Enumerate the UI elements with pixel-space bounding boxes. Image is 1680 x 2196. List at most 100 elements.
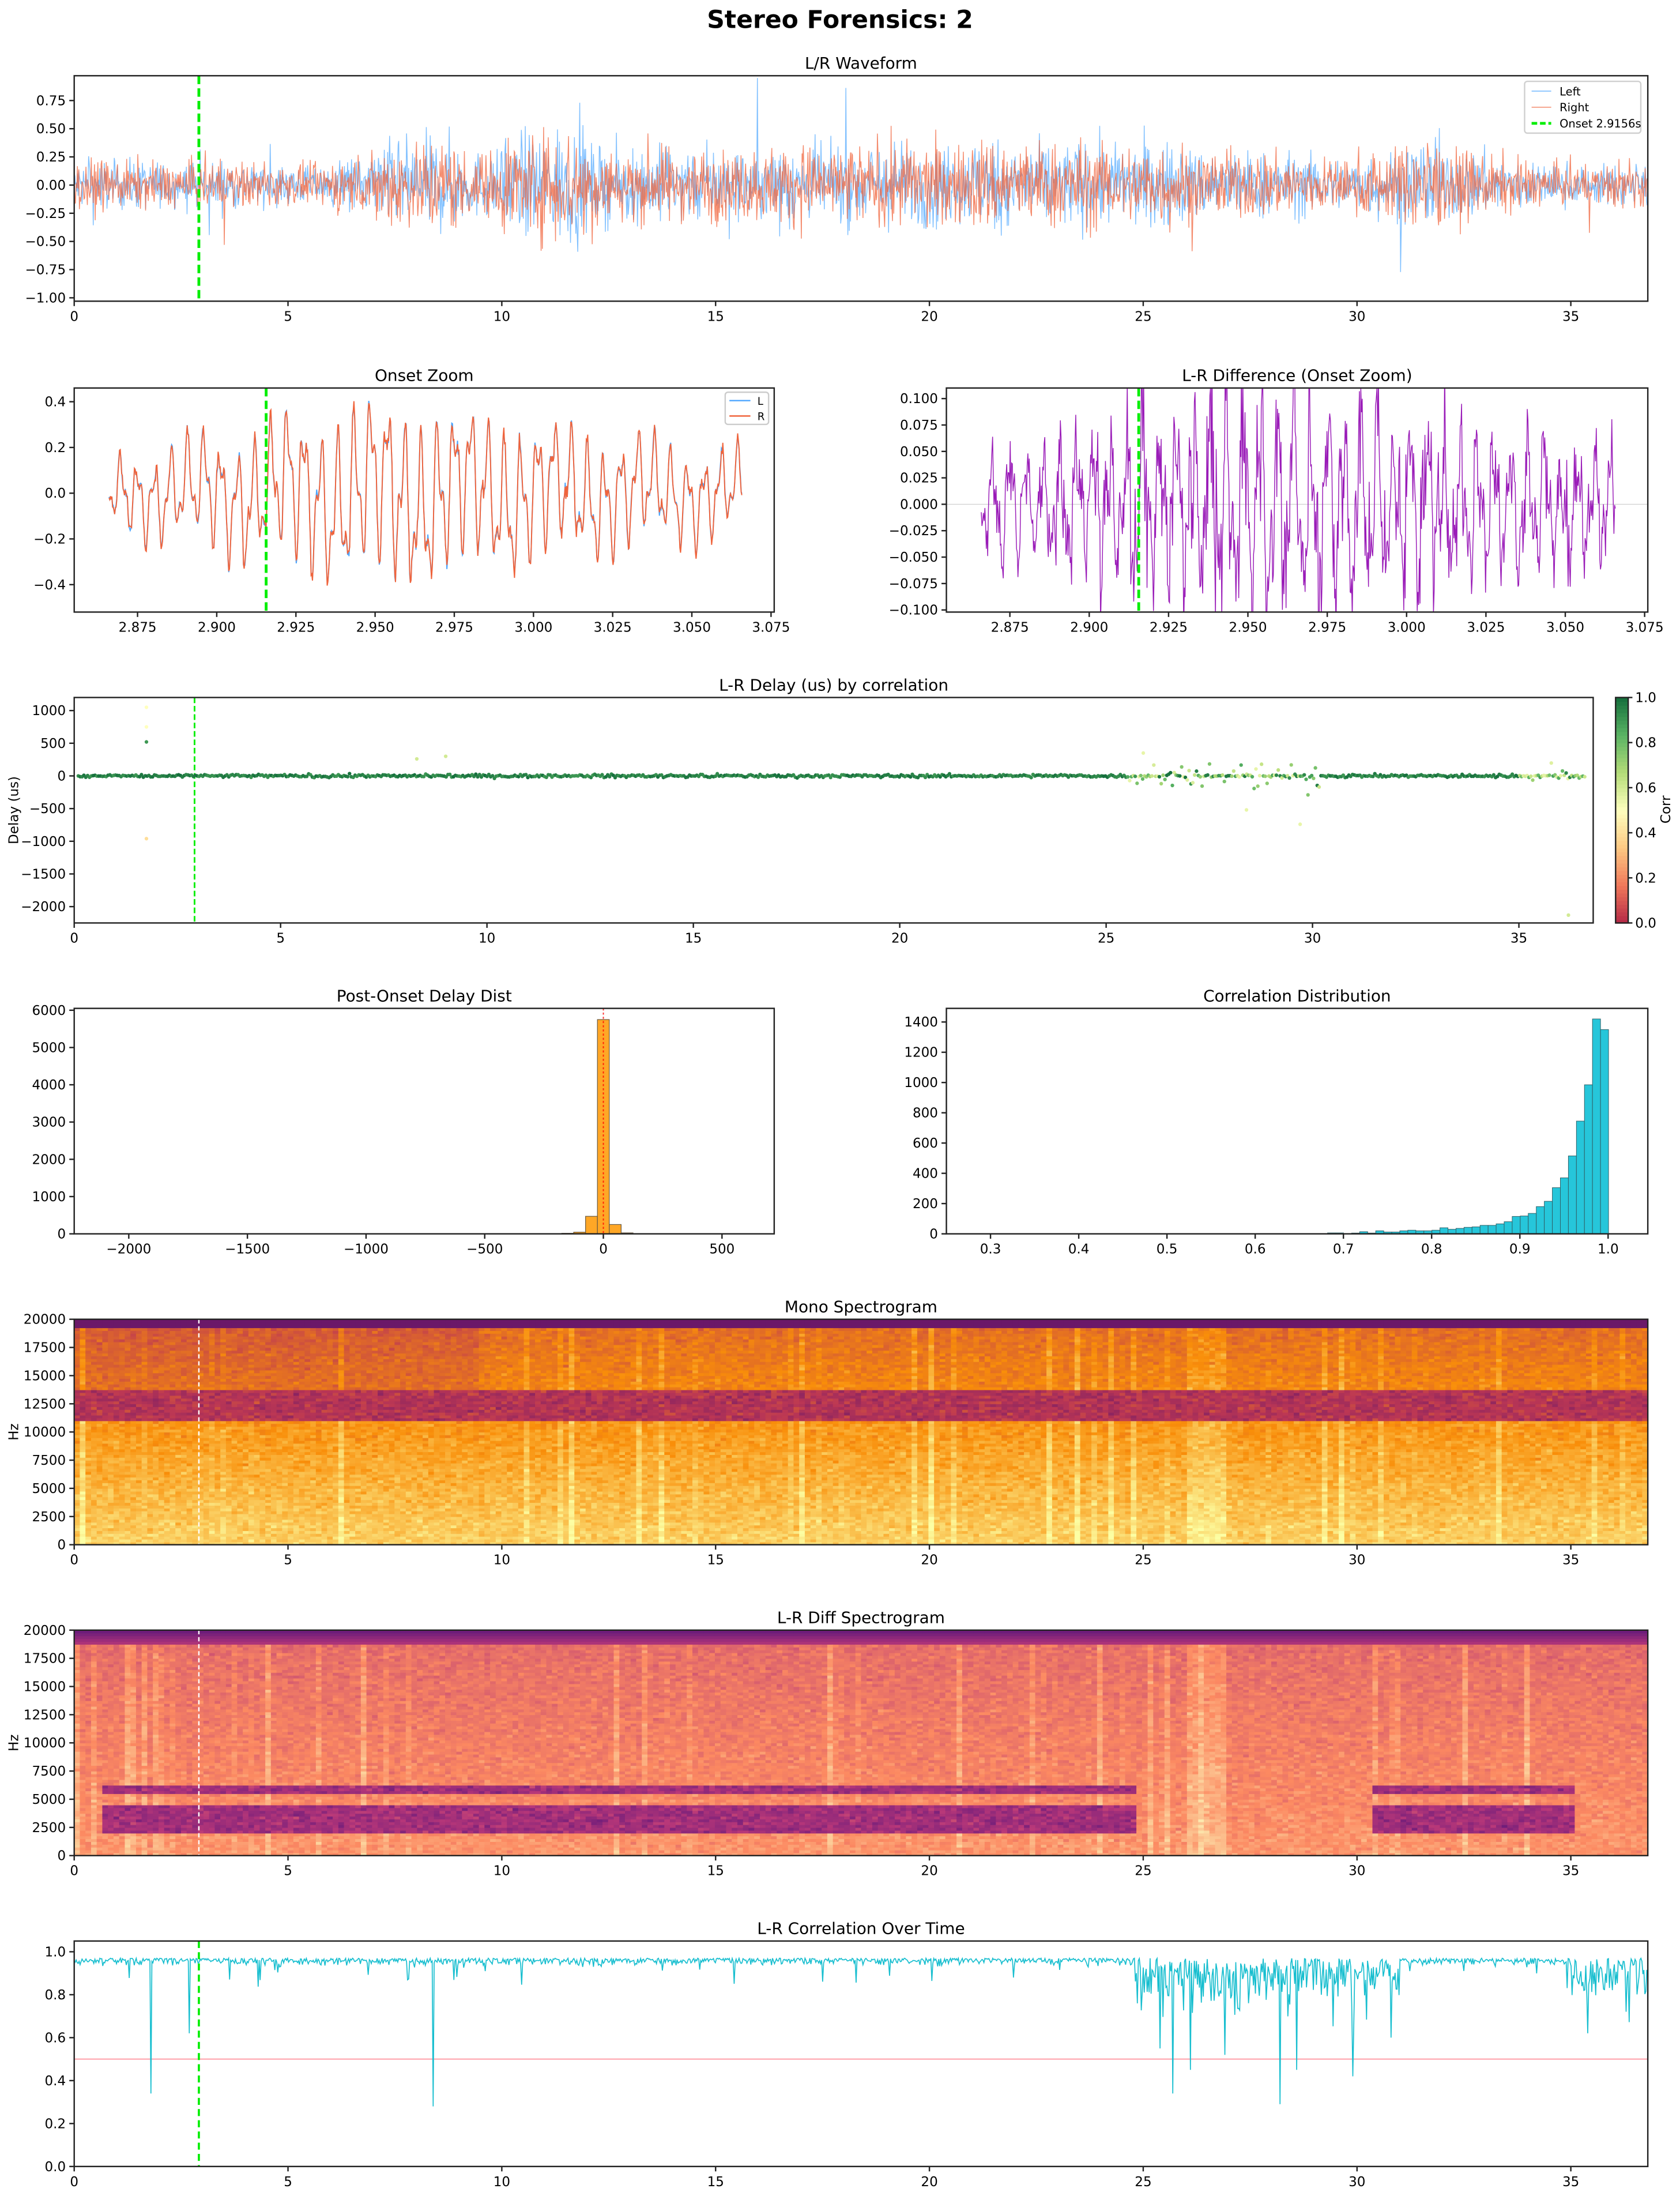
spectrogram-cell <box>142 1499 148 1503</box>
spectrogram-cell <box>130 1390 136 1393</box>
spectrogram-cell <box>175 1426 181 1430</box>
spectrogram-cell <box>119 1330 125 1334</box>
spectrogram-cell <box>169 1457 175 1461</box>
spectrogram-cell <box>153 1533 159 1537</box>
spectrogram-cell <box>147 1441 153 1444</box>
spectrogram-cell <box>175 1533 181 1537</box>
spectrogram-cell <box>136 1401 142 1404</box>
spectrogram-cell <box>181 1348 187 1351</box>
spectrogram-cell <box>159 1367 164 1371</box>
spectrogram-cell <box>108 1356 114 1359</box>
spectrogram-cell <box>80 1494 85 1498</box>
spectrogram-cell <box>159 1350 164 1353</box>
spectrogram-cell <box>164 1345 170 1348</box>
spectrogram-cell <box>119 1322 125 1326</box>
spectrogram-cell <box>136 1336 142 1340</box>
spectrogram-cell <box>187 1469 193 1472</box>
spectrogram-cell <box>175 1407 181 1410</box>
spectrogram-cell <box>159 1443 164 1447</box>
delay-point <box>1550 761 1553 765</box>
spectrogram-cell <box>85 1429 91 1432</box>
y-tick-label: 0.75 <box>36 93 66 108</box>
spectrogram-cell <box>175 1511 181 1514</box>
spectrogram-cell <box>136 1528 142 1531</box>
spectrogram-cell <box>85 1483 91 1486</box>
spectrogram-cell <box>142 1423 148 1427</box>
spectrogram-cell <box>181 1539 187 1543</box>
spectrogram-cell <box>147 1539 153 1543</box>
spectrogram-cell <box>142 1404 148 1407</box>
spectrogram-cell <box>80 1438 85 1441</box>
spectrogram-cell <box>80 1457 85 1461</box>
spectrogram-cell <box>164 1488 170 1492</box>
spectrogram-cell <box>85 1418 91 1422</box>
chart-title: L-R Delay (us) by correlation <box>719 675 948 694</box>
spectrogram-cell <box>136 1483 142 1486</box>
spectrogram-cell <box>102 1362 108 1365</box>
spectrogram-cell <box>74 1325 80 1328</box>
x-tick-label: 0.5 <box>1157 1242 1178 1257</box>
spectrogram-cell <box>147 1396 153 1399</box>
delay-outlier-point <box>145 725 148 728</box>
spectrogram-cell <box>80 1362 85 1365</box>
spectrogram-cell <box>147 1415 153 1419</box>
spectrogram-cell <box>119 1370 125 1374</box>
spectrogram-cell <box>91 1373 97 1377</box>
spectrogram-cell <box>91 1398 97 1402</box>
spectrogram-cell <box>187 1412 193 1416</box>
spectrogram-cell <box>114 1438 119 1441</box>
spectrogram-cell <box>97 1353 103 1356</box>
x-tick-label: 0 <box>599 1242 608 1257</box>
spectrogram-cell <box>102 1387 108 1390</box>
spectrogram-cell <box>119 1353 125 1356</box>
spectrogram-cell <box>97 1508 103 1511</box>
spectrogram-cell <box>114 1409 119 1413</box>
spectrogram-cell <box>85 1477 91 1480</box>
spectrogram-cell <box>142 1367 148 1371</box>
spectrogram-cell <box>114 1353 119 1356</box>
spectrogram-cell <box>159 1396 164 1399</box>
spectrogram-cell <box>175 1508 181 1511</box>
spectrogram-cell <box>97 1333 103 1337</box>
spectrogram-cell <box>164 1494 170 1498</box>
spectrogram-cell <box>80 1460 85 1464</box>
spectrogram-cell <box>80 1356 85 1359</box>
plot-area <box>74 76 1647 301</box>
spectrogram-cell <box>80 1531 85 1534</box>
spectrogram-cell <box>159 1483 164 1486</box>
x-tick-label: 2.975 <box>1308 620 1346 635</box>
spectrogram-cell <box>130 1409 136 1413</box>
spectrogram-cell <box>80 1384 85 1387</box>
spectrogram-cell <box>74 1528 80 1531</box>
spectrogram-cell <box>175 1536 181 1540</box>
spectrogram-cell <box>80 1536 85 1540</box>
spectrogram-cell <box>102 1488 108 1492</box>
spectrogram-cell <box>91 1421 97 1424</box>
x-tick-label: 20 <box>921 309 937 324</box>
spectrogram-cell <box>125 1398 130 1402</box>
spectrogram-cell <box>85 1423 91 1427</box>
spectrogram-cell <box>97 1514 103 1517</box>
spectrogram-cell <box>153 1438 159 1441</box>
spectrogram-cell <box>147 1373 153 1377</box>
spectrogram-cell <box>187 1531 193 1534</box>
spectrogram-cell <box>159 1328 164 1331</box>
spectrogram-cell <box>74 1457 80 1461</box>
spectrogram-cell <box>119 1409 125 1413</box>
spectrogram-cell <box>97 1441 103 1444</box>
spectrogram-cell <box>130 1474 136 1477</box>
spectrogram-cell <box>181 1322 187 1326</box>
spectrogram-cell <box>142 1325 148 1328</box>
spectrogram-cell <box>181 1364 187 1368</box>
spectrogram-cell <box>114 1536 119 1540</box>
spectrogram-cell <box>114 1342 119 1345</box>
spectrogram-cell <box>175 1441 181 1444</box>
delay-point <box>1195 769 1198 773</box>
spectrogram-cell <box>102 1460 108 1464</box>
spectrogram-cell <box>187 1511 193 1514</box>
spectrogram-cell <box>175 1466 181 1469</box>
spectrogram-cell <box>187 1401 193 1404</box>
spectrogram-cell <box>153 1384 159 1387</box>
spectrogram-cell <box>108 1359 114 1362</box>
spectrogram-cell <box>136 1466 142 1469</box>
